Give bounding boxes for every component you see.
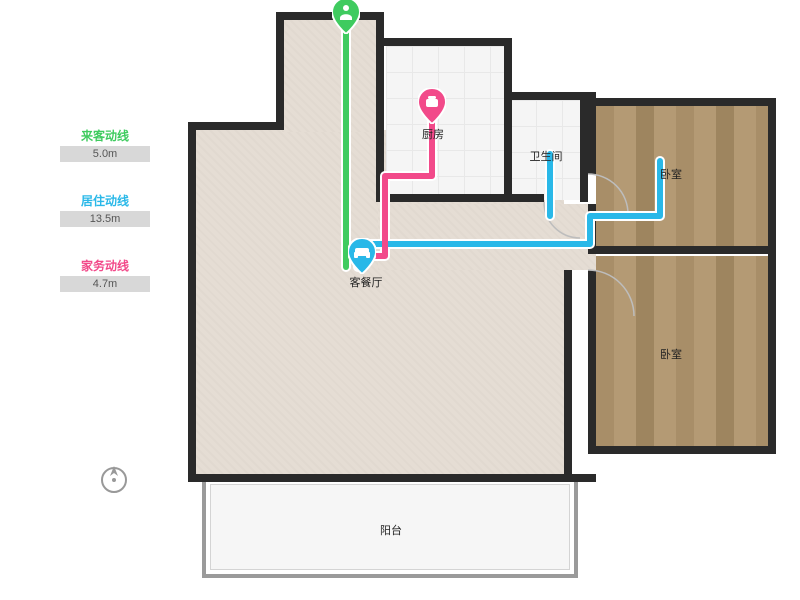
legend-distance: 5.0m <box>60 146 150 162</box>
compass-icon <box>96 462 132 498</box>
marker-kitchen <box>418 88 446 124</box>
legend-item-chore: 家务动线 4.7m <box>60 255 150 292</box>
legend-distance: 13.5m <box>60 211 150 227</box>
label-balcony: 阳台 <box>376 522 406 538</box>
legend-distance: 4.7m <box>60 276 150 292</box>
movement-paths <box>180 6 780 594</box>
floor-plan: 厨房 卫生间 卧室 卧室 客餐厅 阳台 <box>180 6 780 594</box>
label-bath: 卫生间 <box>524 148 568 164</box>
legend: 来客动线 5.0m 居住动线 13.5m 家务动线 4.7m <box>60 125 150 320</box>
legend-item-guest: 来客动线 5.0m <box>60 125 150 162</box>
legend-label: 家务动线 <box>60 255 150 276</box>
label-bedroom1: 卧室 <box>656 166 686 182</box>
legend-label: 居住动线 <box>60 190 150 211</box>
marker-living <box>348 238 376 274</box>
label-living: 客餐厅 <box>344 274 388 290</box>
legend-item-living: 居住动线 13.5m <box>60 190 150 227</box>
label-kitchen: 厨房 <box>418 126 448 142</box>
legend-label: 来客动线 <box>60 125 150 146</box>
marker-entrance <box>332 0 360 34</box>
label-bedroom2: 卧室 <box>656 346 686 362</box>
